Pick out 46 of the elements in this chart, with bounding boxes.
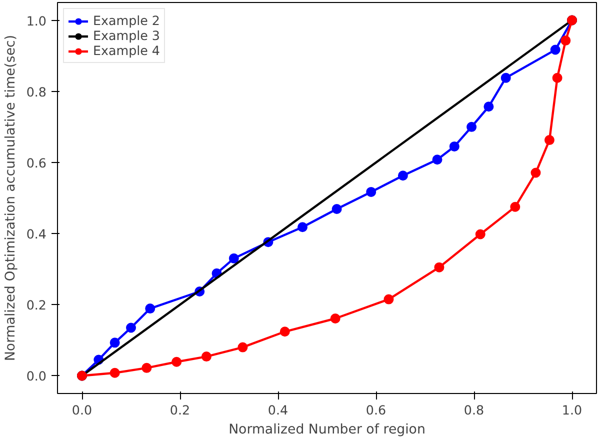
point — [552, 72, 562, 83]
point — [145, 304, 156, 314]
y-tick-label: 0.6 — [26, 155, 47, 170]
point — [384, 294, 394, 304]
x-axis-title: Normalized Number of region — [228, 422, 426, 438]
point — [280, 326, 290, 337]
point — [228, 253, 239, 264]
point — [449, 141, 460, 152]
y-tick-label: 0.4 — [26, 226, 47, 242]
y-tick-label: 0.0 — [26, 368, 47, 384]
point — [530, 168, 541, 178]
point — [201, 352, 212, 362]
y-axis-title: Normalized Optimization accumulative time(sec) — [3, 34, 18, 362]
point — [366, 186, 376, 197]
x-tick-label: 0.6 — [366, 402, 386, 418]
legend-label: Example 3 — [93, 28, 160, 43]
legend-label: Example 2 — [93, 13, 160, 28]
y-tick-label: 0.8 — [26, 84, 47, 100]
point — [110, 368, 120, 378]
point — [126, 322, 136, 333]
point — [475, 229, 486, 240]
point — [330, 314, 340, 324]
point — [110, 338, 120, 348]
point — [434, 262, 444, 272]
point — [238, 342, 248, 352]
x-tick-label: 0.0 — [72, 402, 92, 418]
x-tick-label: 0.4 — [268, 402, 288, 418]
legend-label: Example 4 — [93, 43, 160, 58]
point — [432, 154, 442, 165]
x-tick-label: 0.2 — [170, 402, 190, 418]
point — [332, 204, 342, 214]
point — [466, 122, 477, 132]
point — [484, 102, 494, 112]
point — [172, 356, 182, 367]
point — [298, 222, 308, 232]
y-tick-label: 1.0 — [26, 13, 47, 28]
point — [398, 170, 408, 181]
x-tick-label: 1.0 — [562, 402, 582, 418]
point — [544, 135, 554, 146]
x-tick-label: 0.8 — [464, 402, 484, 418]
point — [142, 362, 152, 373]
y-tick-label: 0.2 — [26, 298, 47, 313]
point — [510, 202, 520, 212]
point — [500, 72, 511, 83]
point — [560, 36, 571, 46]
point — [550, 44, 560, 55]
